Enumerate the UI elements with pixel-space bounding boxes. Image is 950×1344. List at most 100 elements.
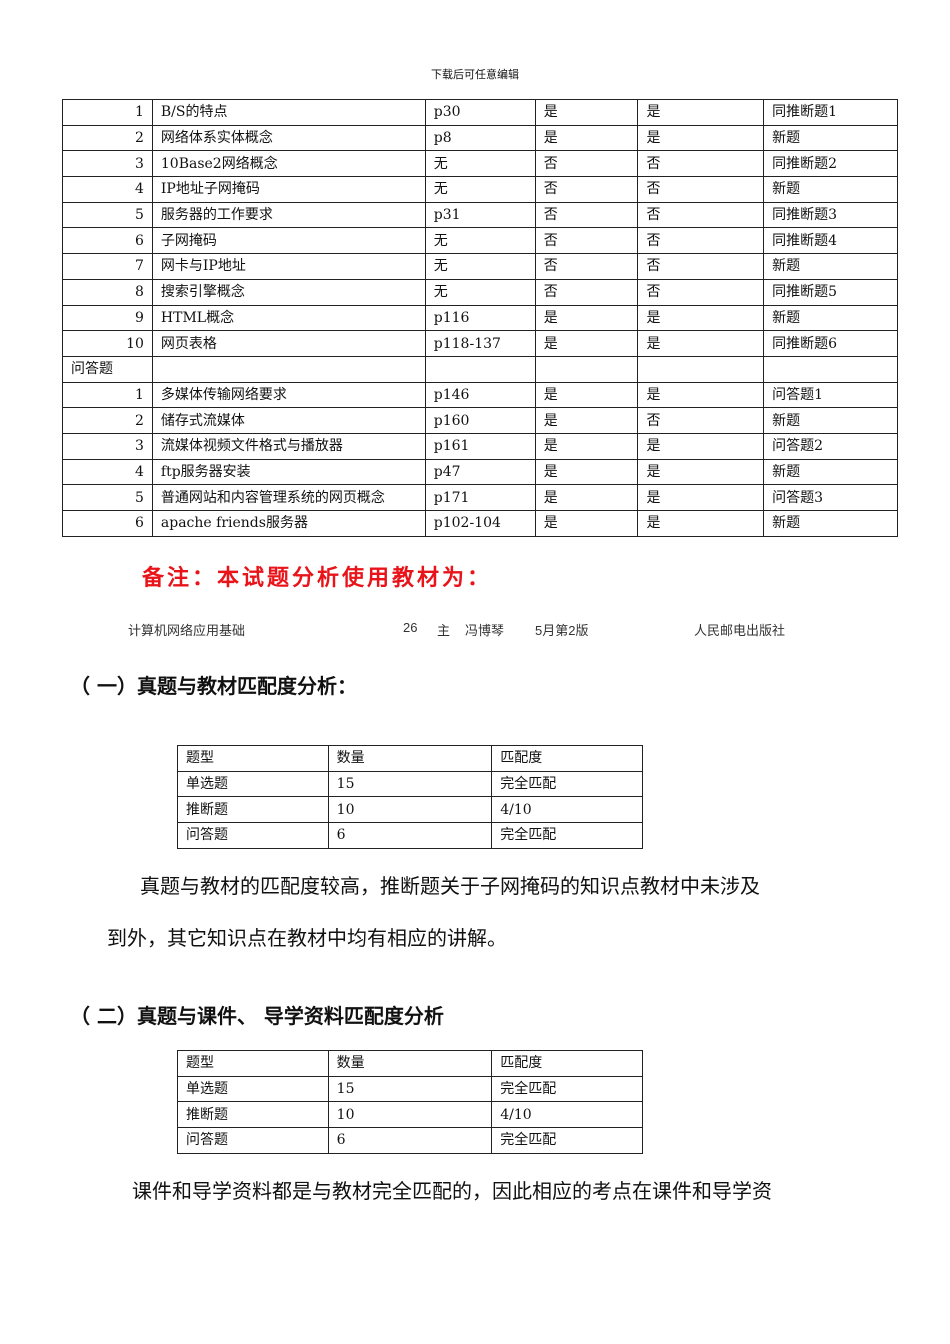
table-cell: 是: [637, 99, 765, 126]
table-cell: 6: [62, 227, 153, 255]
table-cell: 是: [534, 510, 639, 537]
table-cell: 5: [62, 201, 153, 229]
table-cell: p8: [424, 124, 536, 152]
table-cell: 问答题2: [763, 432, 898, 460]
table-row: 5 服务器的工作要求 p31 否否同推断题3: [62, 201, 898, 229]
table-row: 问答题: [62, 355, 898, 383]
section1-title: （ 一）真题与教材匹配度分析：: [70, 674, 357, 698]
table-row: 9 HTML概念 p116 是是新题: [62, 304, 898, 332]
table-cell: ftp服务器安装: [151, 458, 426, 486]
table-cell: 否: [534, 278, 639, 306]
table-cell: 同推断题3: [763, 201, 898, 229]
section2-paragraph-line1: 课件和导学资料都是与教材完全匹配的，因此相应的考点在课件和导学资: [132, 1179, 772, 1203]
table-cell: 是: [637, 304, 765, 332]
table-cell: 新题: [763, 458, 898, 486]
table-cell: 无: [424, 227, 536, 255]
table-cell: 推断题: [177, 1101, 329, 1129]
table-cell: 否: [637, 253, 765, 280]
textbook-edition: 5月第2版: [535, 623, 589, 638]
table-row: 单选题 15 完全匹配: [177, 770, 643, 798]
table-cell: 否: [534, 176, 639, 203]
table-cell: 是: [534, 432, 639, 460]
table-cell: 是: [534, 458, 639, 486]
table-cell: 新题: [763, 253, 898, 280]
section2-table: 题型 数量 匹配度 单选题 15 完全匹配 推断题 10 4/10 问答题 6 完全匹配: [177, 1050, 643, 1154]
table-cell: 搜索引擎概念: [151, 278, 426, 306]
table-cell: 完全匹配: [491, 1127, 643, 1154]
table-cell: [763, 355, 898, 383]
textbook-edition-num: 26: [403, 620, 418, 635]
table-cell: 1: [62, 99, 153, 126]
table-cell: 3: [62, 150, 153, 178]
table-cell: 网络体系实体概念: [151, 124, 426, 152]
table-cell: p102-104: [424, 510, 536, 537]
table-cell: 同推断题2: [763, 150, 898, 178]
textbook-role: 主: [437, 623, 451, 638]
table-cell: B/S的特点: [151, 99, 426, 126]
table-cell: [151, 355, 426, 383]
table-row: 题型 数量 匹配度: [177, 1050, 643, 1077]
table-cell: 是: [534, 304, 639, 332]
table-cell: p160: [424, 407, 536, 434]
table-cell: 是: [637, 458, 765, 486]
table-row: 4 ftp服务器安装 p47 是是新题: [62, 458, 898, 486]
table-cell: 否: [637, 150, 765, 178]
table-row: 8 搜索引擎概念无否否同推断题5: [62, 278, 898, 306]
table-cell: p118-137: [424, 330, 536, 357]
table-cell: 问答题3: [763, 484, 898, 511]
table-cell: p31: [424, 201, 536, 229]
table-cell: 同推断题6: [763, 330, 898, 357]
table-cell: 是: [534, 99, 639, 126]
table-cell: p161: [424, 432, 536, 460]
table-row: 5 普通网站和内容管理系统的网页概念 p171 是是问答题3: [62, 484, 898, 511]
table-cell: 1: [62, 381, 153, 409]
table-cell: [534, 355, 639, 383]
table-row: 问答题 6 完全匹配: [177, 822, 643, 849]
textbook-name: 计算机网络应用基础: [128, 623, 246, 638]
table-cell: 4/10: [491, 1101, 643, 1129]
table-cell: 新题: [763, 304, 898, 332]
table-cell: p146: [424, 381, 536, 409]
table-cell: 6: [327, 1127, 493, 1154]
table-cell: 是: [637, 124, 765, 152]
textbook-author: 冯博琴: [465, 623, 505, 638]
textbook-publisher: 人民邮电出版社: [694, 623, 786, 638]
section2-title: （ 二）真题与课件、 导学资料匹配度分析: [70, 1004, 444, 1028]
table-cell: 否: [534, 150, 639, 178]
table-cell: 15: [327, 1075, 493, 1103]
table-cell: 否: [637, 407, 765, 434]
table-row: 3 10Base2网络概念无否否同推断题2: [62, 150, 898, 178]
table-row: 推断题 10 4/10: [177, 1101, 643, 1129]
section1-table: 题型 数量 匹配度 单选题 15 完全匹配 推断题 10 4/10 问答题 6 完全匹配: [177, 745, 643, 849]
table-cell: 问答题: [177, 1127, 329, 1154]
table-cell: 否: [637, 176, 765, 203]
table-cell: 单选题: [177, 770, 329, 798]
table-cell: 2: [62, 407, 153, 434]
table-cell: p47: [424, 458, 536, 486]
table-cell: 完全匹配: [491, 1075, 643, 1103]
table-cell: 是: [637, 432, 765, 460]
table-cell: 是: [534, 381, 639, 409]
table-cell: p30: [424, 99, 536, 126]
table-cell: 是: [534, 330, 639, 357]
table-cell: 服务器的工作要求: [151, 201, 426, 229]
table-cell: 4: [62, 176, 153, 203]
table-cell: 同推断题4: [763, 227, 898, 255]
table-cell: 3: [62, 432, 153, 460]
table-cell: 否: [637, 201, 765, 229]
table-cell: 题型: [177, 1050, 329, 1077]
table-cell: 10: [327, 796, 493, 824]
question-analysis-table: 1 B/S的特点 p30 是是同推断题1 2 网络体系实体概念 p8 是是新题 3 10Base2…: [62, 99, 898, 537]
table-cell: 5: [62, 484, 153, 511]
table-cell: IP地址子网掩码: [151, 176, 426, 203]
table-cell: 推断题: [177, 796, 329, 824]
table-cell: 是: [534, 407, 639, 434]
table-cell: 4/10: [491, 796, 643, 824]
table-cell: 完全匹配: [491, 770, 643, 798]
table-cell: 网页表格: [151, 330, 426, 357]
table-row: 题型 数量 匹配度: [177, 745, 643, 772]
table-cell: 题型: [177, 745, 329, 772]
table-cell: 否: [534, 227, 639, 255]
page-header: 下载后可任意编辑: [431, 68, 519, 81]
table-cell: 4: [62, 458, 153, 486]
